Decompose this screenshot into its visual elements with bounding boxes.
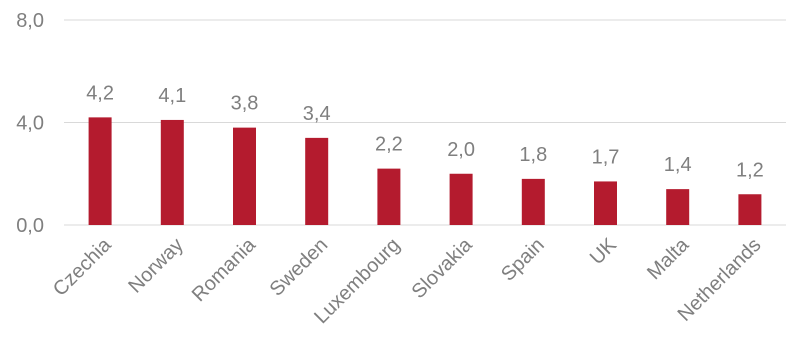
bar-luxembourg — [377, 168, 401, 225]
bar-malta — [666, 189, 690, 225]
x-tick-label: Malta — [643, 233, 694, 284]
x-tick-label: Norway — [124, 234, 187, 297]
bar-romania — [233, 127, 256, 225]
gridlines — [64, 19, 786, 226]
y-axis-tick-labels: 0,0 4,0 8,0 — [16, 10, 44, 237]
bar-norway — [160, 119, 184, 225]
data-label: 2,2 — [375, 134, 403, 156]
x-tick-label: Sweden — [266, 234, 333, 301]
x-tick-label: Czechia — [49, 233, 116, 300]
data-label: 1,8 — [519, 144, 547, 166]
bar-uk — [594, 181, 617, 225]
bars — [88, 117, 762, 225]
y-tick-label: 0,0 — [16, 215, 44, 237]
data-label: 1,2 — [736, 159, 764, 181]
data-label: 3,4 — [303, 103, 331, 125]
data-label: 3,8 — [231, 93, 259, 115]
data-label: 4,2 — [86, 82, 114, 104]
data-label: 1,4 — [664, 154, 692, 176]
y-tick-label: 4,0 — [16, 113, 44, 135]
y-tick-label: 8,0 — [16, 10, 44, 32]
data-label: 2,0 — [447, 139, 475, 161]
bar-slovakia — [449, 173, 473, 225]
x-tick-label: Romania — [188, 233, 261, 306]
bar-sweden — [305, 137, 329, 225]
data-labels: 4,2 4,1 3,8 3,4 2,2 2,0 1,8 1,7 1,4 1,2 — [86, 82, 764, 181]
x-tick-label: Spain — [497, 234, 549, 286]
x-tick-label: Slovakia — [408, 233, 478, 303]
x-tick-label: UK — [586, 234, 622, 270]
data-label: 4,1 — [158, 85, 186, 107]
bar-spain — [521, 178, 545, 225]
data-label: 1,7 — [592, 146, 620, 168]
bar-netherlands — [738, 194, 762, 225]
bar-czechia — [88, 117, 112, 225]
